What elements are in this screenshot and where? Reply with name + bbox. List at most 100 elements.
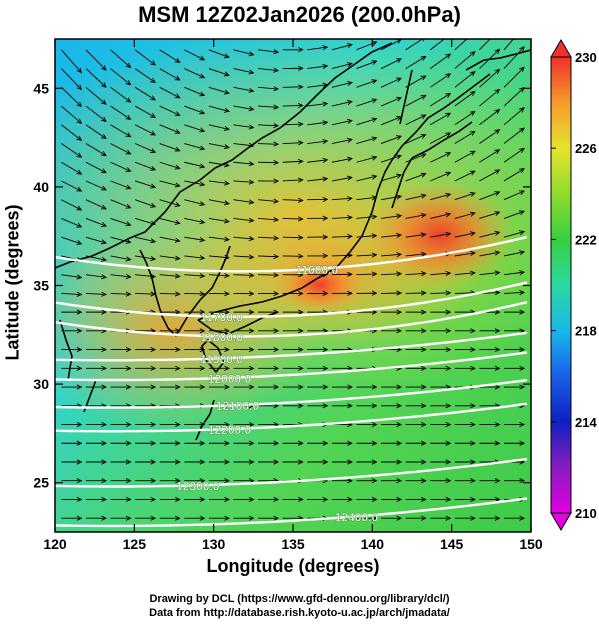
wind-arrow (61, 105, 83, 125)
wind-arrow (331, 496, 353, 503)
wind-arrow (159, 255, 181, 261)
wind-arrow (356, 136, 378, 144)
wind-arrow (479, 230, 501, 238)
wind-arrow (258, 49, 280, 55)
wind-arrow (61, 236, 83, 245)
y-axis-title: Latitude (degrees) (2, 204, 23, 361)
wind-arrow (504, 347, 526, 353)
wind-arrow (504, 384, 526, 390)
wind-arrow (282, 65, 304, 71)
wind-arrow (258, 328, 280, 334)
wind-arrow (258, 254, 280, 260)
wind-arrow (454, 191, 476, 201)
wind-arrow (184, 273, 206, 279)
x-tick-label: 130 (202, 536, 226, 552)
contour-label: 12000.0 (208, 372, 252, 386)
wind-arrow (331, 80, 353, 88)
y-tick-label: 45 (33, 80, 49, 96)
wind-arrow (184, 478, 206, 484)
wind-arrow (479, 250, 501, 257)
wind-arrow (504, 440, 526, 446)
wind-arrow (159, 459, 181, 465)
wind-arrow (184, 68, 206, 79)
wind-arrow (135, 384, 157, 390)
wind-arrow (282, 140, 304, 146)
wind-arrow (233, 496, 255, 503)
contour-line (55, 497, 528, 528)
wind-arrow (233, 478, 255, 484)
wind-arrow (135, 255, 157, 262)
temperature-field: 11600.0 11700.0 11800.0 11900.0 12000.0 12100… (55, 39, 531, 532)
wind-arrow (307, 101, 329, 107)
wind-arrow (405, 271, 427, 277)
wind-arrow (184, 328, 206, 334)
wind-arrow (233, 49, 255, 57)
colorbar-top-arrow (550, 39, 572, 58)
wind-arrow (208, 105, 230, 113)
wind-arrow (503, 86, 525, 107)
wind-arrow (405, 347, 427, 353)
x-tick-label: 150 (519, 536, 543, 552)
wind-arrow (258, 217, 280, 223)
map-title: MSM 12Z02Jan2026 (200.0hPa) (138, 2, 461, 27)
wind-arrow (356, 98, 378, 107)
wind-arrow (381, 440, 403, 446)
wind-arrow (405, 459, 427, 465)
wind-arrow (258, 440, 280, 446)
wind-arrow (331, 62, 353, 70)
wind-arrow (282, 177, 304, 183)
wind-arrow (405, 478, 427, 484)
wind-arrow (159, 291, 181, 297)
wind-arrow (504, 515, 526, 521)
wind-arrow (380, 213, 403, 219)
wind-arrow (282, 102, 304, 109)
wind-arrow (307, 139, 329, 145)
wind-arrow (307, 196, 329, 203)
wind-arrow (356, 41, 378, 51)
wind-arrow (331, 118, 353, 126)
wind-arrow (430, 440, 452, 446)
wind-arrow (405, 365, 427, 371)
wind-arrow (110, 124, 132, 138)
wind-arrow (61, 161, 83, 175)
wind-arrow (454, 403, 476, 409)
colorbar-tick-label: 226 (575, 141, 597, 156)
wind-arrow (282, 47, 304, 53)
wind-arrow (307, 63, 329, 70)
wind-arrow (110, 273, 132, 280)
wind-arrow (454, 211, 476, 219)
wind-arrow (258, 178, 280, 184)
wind-arrow (208, 124, 230, 131)
wind-arrow (405, 328, 427, 334)
wind-arrow (405, 440, 427, 446)
wind-arrow (479, 384, 501, 390)
wind-arrow (454, 51, 476, 69)
wind-arrow (282, 440, 304, 446)
wind-arrow (110, 365, 132, 371)
wind-arrow (110, 199, 132, 209)
contour-label: 11800.0 (200, 330, 243, 344)
wind-arrow (258, 123, 280, 129)
wind-arrow (61, 199, 83, 211)
wind-arrow (110, 180, 132, 190)
wind-arrow (430, 496, 452, 503)
wind-arrow (61, 440, 83, 446)
wind-arrow (307, 347, 329, 353)
wind-arrow (479, 109, 501, 126)
wind-arrow (134, 105, 157, 118)
wind-arrow (479, 129, 501, 144)
wind-arrow (233, 384, 255, 390)
wind-arrow (503, 46, 525, 69)
wind-arrow (61, 124, 83, 141)
wind-arrow (405, 496, 427, 503)
wind-arrow (208, 68, 230, 77)
wind-arrow (381, 232, 403, 238)
wind-arrow (356, 117, 378, 126)
wind-arrow (430, 421, 452, 428)
colorbar-tick-label: 230 (575, 50, 597, 65)
wind-arrow (61, 291, 83, 297)
wind-arrow (356, 155, 378, 163)
wind-arrow (282, 253, 304, 259)
wind-arrow (159, 86, 181, 99)
